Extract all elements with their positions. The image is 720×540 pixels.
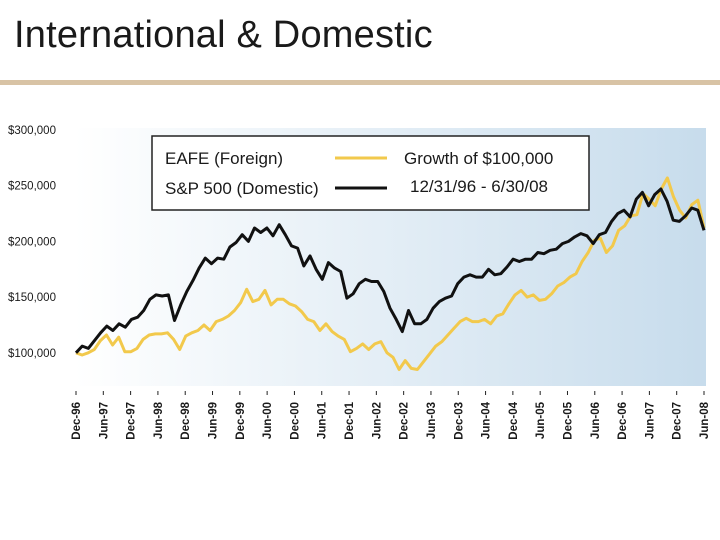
x-tick-label: Jun-02 [371, 402, 383, 439]
slide-title: International & Domestic [14, 14, 433, 56]
y-tick-label: $200,000 [8, 236, 56, 248]
chart-title: Growth of $100,000 [404, 149, 553, 168]
x-tick-label: Dec-05 [562, 401, 574, 439]
y-axis: $300,000 $250,000 $200,000 $150,000 $100,000 [8, 125, 56, 360]
x-tick-label: Jun-06 [590, 402, 602, 439]
x-tick-label: Jun-04 [481, 401, 493, 439]
x-tick-label: Dec-97 [126, 402, 138, 440]
x-tick-label: Jun-00 [262, 402, 274, 439]
x-tick-label: Dec-02 [399, 402, 411, 440]
legend-label-eafe: EAFE (Foreign) [165, 149, 283, 168]
title-divider [0, 80, 720, 85]
x-tick-label: Dec-98 [180, 401, 192, 439]
legend-box [151, 135, 590, 211]
y-tick-label: $300,000 [8, 125, 56, 137]
x-tick-label: Jun-03 [426, 402, 438, 439]
x-tick-label: Jun-08 [699, 401, 711, 439]
x-tick-label: Jun-05 [535, 401, 547, 439]
x-tick-label: Dec-99 [235, 402, 247, 440]
series-line-eafe [75, 176, 706, 371]
y-tick-label: $150,000 [8, 292, 56, 304]
chart-subtitle: 12/31/96 - 6/30/08 [410, 177, 548, 196]
y-tick-label: $100,000 [8, 348, 56, 360]
x-tick-label: Jun-99 [208, 402, 220, 439]
y-tick-label: $250,000 [8, 181, 56, 193]
x-tick-label: Jun-97 [98, 402, 110, 439]
legend-label-sp500: S&P 500 (Domestic) [165, 179, 319, 198]
x-tick-label: Jun-98 [153, 401, 165, 439]
series-line-sp500 [74, 187, 706, 354]
x-tick-label: Dec-03 [453, 402, 465, 440]
x-axis: Dec-96 Jun-97 Dec-97 Jun-98 Dec-98 Jun-99 Dec-… [71, 391, 711, 440]
growth-line-chart: $300,000 $250,000 $200,000 $150,000 $100,000… [8, 125, 711, 440]
x-tick-label: Dec-01 [344, 401, 356, 439]
x-tick-label: Dec-00 [289, 402, 301, 440]
x-tick-label: Dec-07 [672, 402, 684, 440]
x-tick-label: Jun-01 [317, 401, 329, 439]
x-tick-label: Dec-96 [71, 402, 83, 440]
x-tick-label: Jun-07 [644, 402, 656, 439]
series-layer [74, 176, 706, 371]
x-tick-label: Dec-06 [617, 402, 629, 440]
legend: EAFE (Foreign) S&P 500 (Domestic) Growth… [151, 135, 590, 211]
x-tick-label: Dec-04 [508, 401, 520, 439]
